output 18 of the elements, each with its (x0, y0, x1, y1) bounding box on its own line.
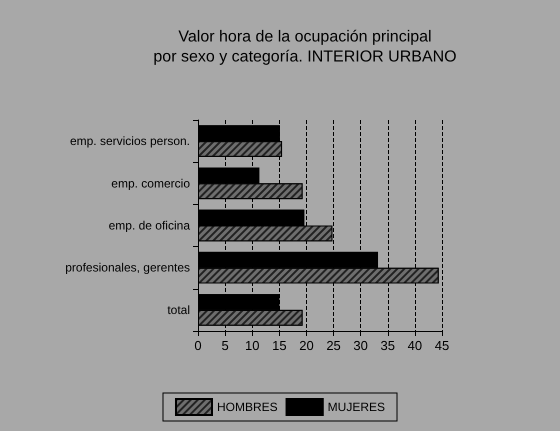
y-tick-label: profesionales, gerentes (65, 260, 190, 275)
x-tick-label: 10 (244, 338, 260, 353)
y-tick-label: emp. de oficina (108, 218, 190, 232)
x-tick-label: 20 (299, 338, 314, 353)
x-tick-label: 30 (353, 338, 368, 353)
y-tick-label: total (167, 302, 190, 317)
x-tick-label: 0 (194, 338, 202, 353)
legend-label: MUJERES (328, 400, 386, 414)
x-tick-label: 25 (326, 338, 341, 353)
chart-title: Valor hora de la ocupación principal por sexo y categoría. INTERIOR URBANO (153, 28, 457, 66)
x-tick-label: 15 (272, 338, 287, 353)
y-tick-label: emp. comercio (111, 176, 190, 190)
x-tick-label: 45 (434, 338, 450, 353)
x-tick-label: 40 (408, 338, 422, 353)
y-tick-label: emp. servicios person. (70, 134, 190, 148)
x-tick-label: 35 (380, 338, 396, 353)
x-tick-label: 5 (221, 338, 229, 353)
legend-label: HOMBRES (216, 400, 278, 414)
